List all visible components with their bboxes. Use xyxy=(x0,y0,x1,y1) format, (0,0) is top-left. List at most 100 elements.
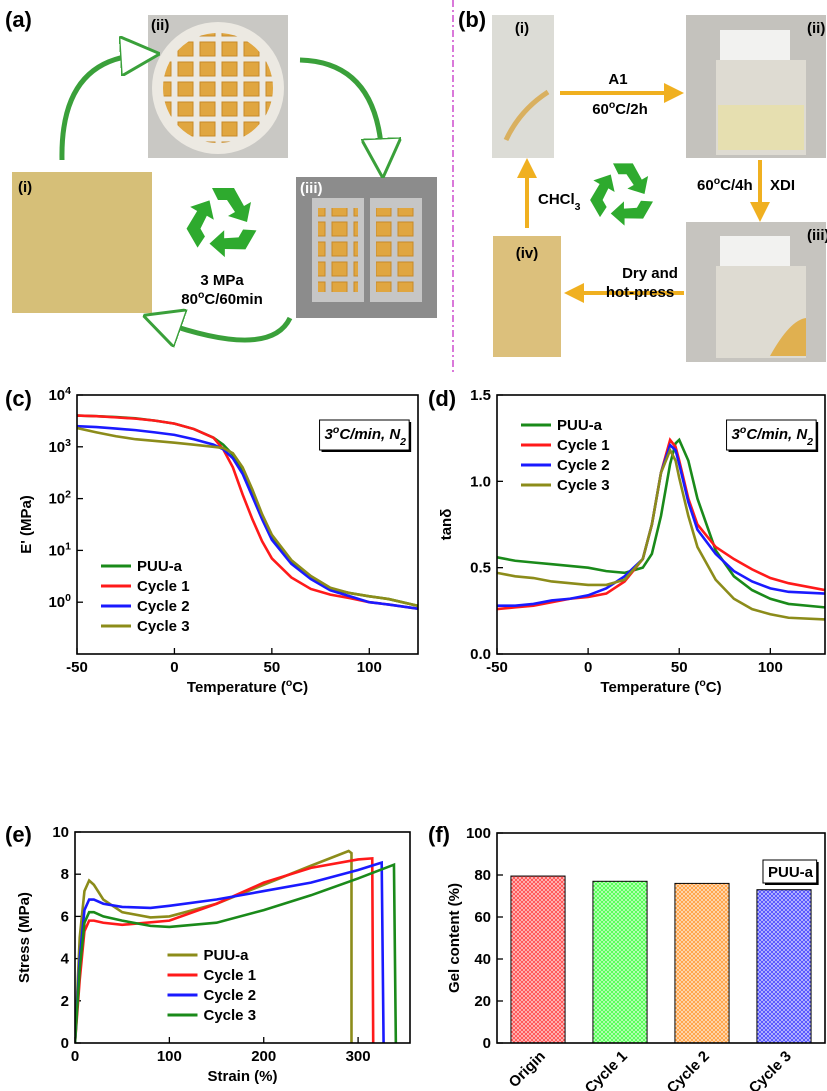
jar-cap xyxy=(720,30,790,60)
mold-pieces xyxy=(376,208,416,292)
jar-cap xyxy=(720,236,790,266)
x-tick-label: 50 xyxy=(671,659,688,676)
legend-label: PUU-a xyxy=(204,947,250,964)
legend-label: Cycle 1 xyxy=(137,578,190,595)
legend-label: PUU-a xyxy=(557,417,603,434)
jar-liquid xyxy=(718,105,804,150)
legend-label: Cycle 2 xyxy=(204,987,257,1004)
legend-label: Cycle 2 xyxy=(557,457,610,474)
x-tick-label: Cycle 2 xyxy=(664,1048,713,1091)
text-part: Strain (%) xyxy=(207,1068,277,1085)
step-text: CHCl3 xyxy=(538,191,581,213)
text-part: C/2h xyxy=(615,101,648,118)
photo-label: (iv) xyxy=(516,245,539,262)
y-tick-label: 100 xyxy=(48,592,71,611)
x-tick-label: 0 xyxy=(170,659,178,676)
photo-label: (ii) xyxy=(151,17,169,34)
y-tick-label: 80 xyxy=(474,867,491,884)
photo-film xyxy=(12,172,152,313)
panel-label: (a) xyxy=(5,7,32,32)
bar xyxy=(593,881,647,1043)
chart: (e)02468100100200300Strain (%)Stress (MP… xyxy=(5,822,410,1085)
y-tick-label: 40 xyxy=(474,951,491,968)
panel-b: (b) (i) A1 60oC/2h (ii) 60oC/4h XDI (iii… xyxy=(453,0,827,372)
y-tick-label: 0.5 xyxy=(470,560,491,577)
figure: (a) (i) (ii) (iii) 3 MPa 80oC/60min (b) … xyxy=(0,0,827,1091)
tick-base: 10 xyxy=(48,491,65,508)
text-part: C/min, N xyxy=(339,426,401,443)
photo-label: (iii) xyxy=(807,227,827,244)
photo-label: (iii) xyxy=(300,180,323,197)
legend-label: Cycle 3 xyxy=(204,1007,257,1024)
text-part: C/min, N xyxy=(746,426,808,443)
y-tick-label: 8 xyxy=(61,866,69,883)
y-axis-label: tanδ xyxy=(438,509,455,541)
tick-exponent: 0 xyxy=(65,592,71,604)
tick-base: 10 xyxy=(48,387,65,404)
step-text: hot-press xyxy=(606,284,674,301)
text-part: Temperature ( xyxy=(187,679,286,696)
photo-label: (i) xyxy=(515,20,529,37)
photo-label: (i) xyxy=(18,179,32,196)
tick-base: 1.0 xyxy=(470,473,491,490)
y-tick-label: 0 xyxy=(61,1035,69,1052)
y-axis-label: Stress (MPa) xyxy=(16,892,33,983)
bar xyxy=(511,876,565,1043)
step-text: 60oC/2h xyxy=(592,99,648,118)
photo-label: (ii) xyxy=(807,20,825,37)
y-tick-label: 10 xyxy=(52,824,69,841)
dish-pieces xyxy=(163,33,273,143)
x-tick-label: 200 xyxy=(251,1048,276,1065)
x-tick-label: -50 xyxy=(66,659,88,676)
series-line xyxy=(77,426,418,608)
tick-exponent: 3 xyxy=(65,437,71,449)
step-text: XDI xyxy=(770,177,795,194)
x-tick-label: 0 xyxy=(584,659,592,676)
y-axis-label: Gel content (%) xyxy=(446,883,463,993)
x-tick-label: 100 xyxy=(157,1048,182,1065)
step-text: Dry and xyxy=(622,265,678,282)
tick-exponent: 1 xyxy=(65,540,71,552)
x-axis-label: Temperature (oC) xyxy=(600,677,721,696)
step-text: 60oC/4h xyxy=(697,175,753,194)
page: {"figure_a": {"label": "(a)", "i": "(i)"… xyxy=(0,0,827,1091)
text-part: Temperature ( xyxy=(600,679,699,696)
y-tick-label: 104 xyxy=(48,385,71,404)
text-part: 3 xyxy=(575,201,581,213)
y-tick-label: 4 xyxy=(61,951,70,968)
text-part: C) xyxy=(292,679,308,696)
annotation: PUU-a xyxy=(768,864,814,881)
legend-label: Cycle 3 xyxy=(137,618,190,635)
x-tick-label: -50 xyxy=(486,659,508,676)
panel-label: (c) xyxy=(5,386,32,411)
x-tick-label: 0 xyxy=(71,1048,79,1065)
x-tick-label: 100 xyxy=(357,659,382,676)
recycle-icon xyxy=(582,163,653,232)
text-part: C/60min xyxy=(204,291,262,308)
recycle-icon xyxy=(178,188,256,264)
y-tick-label: 0 xyxy=(483,1035,491,1052)
series-line xyxy=(77,428,418,606)
x-tick-label: Origin xyxy=(506,1048,549,1091)
condition-text: 80oC/60min xyxy=(181,289,262,308)
panel-label: (b) xyxy=(458,7,486,32)
y-tick-label: 1.5 xyxy=(470,387,491,404)
bar xyxy=(757,890,811,1043)
x-tick-label: 50 xyxy=(264,659,281,676)
x-tick-label: Cycle 3 xyxy=(746,1048,795,1091)
x-tick-label: 100 xyxy=(758,659,783,676)
series-line xyxy=(497,450,825,619)
y-tick-label: 100 xyxy=(466,825,491,842)
text-part: C/4h xyxy=(720,177,753,194)
x-tick-label: Cycle 1 xyxy=(582,1048,631,1091)
y-tick-label: 60 xyxy=(474,909,491,926)
tick-exponent: 2 xyxy=(65,489,71,501)
text-part: PUU-a xyxy=(768,864,814,881)
tick-exponent: 4 xyxy=(65,385,71,397)
y-tick-label: 1.0 xyxy=(470,473,491,490)
tick-base: 10 xyxy=(48,594,65,611)
text-part: 60 xyxy=(592,101,609,118)
step-text: A1 xyxy=(608,71,627,88)
tick-base: 10 xyxy=(48,542,65,559)
